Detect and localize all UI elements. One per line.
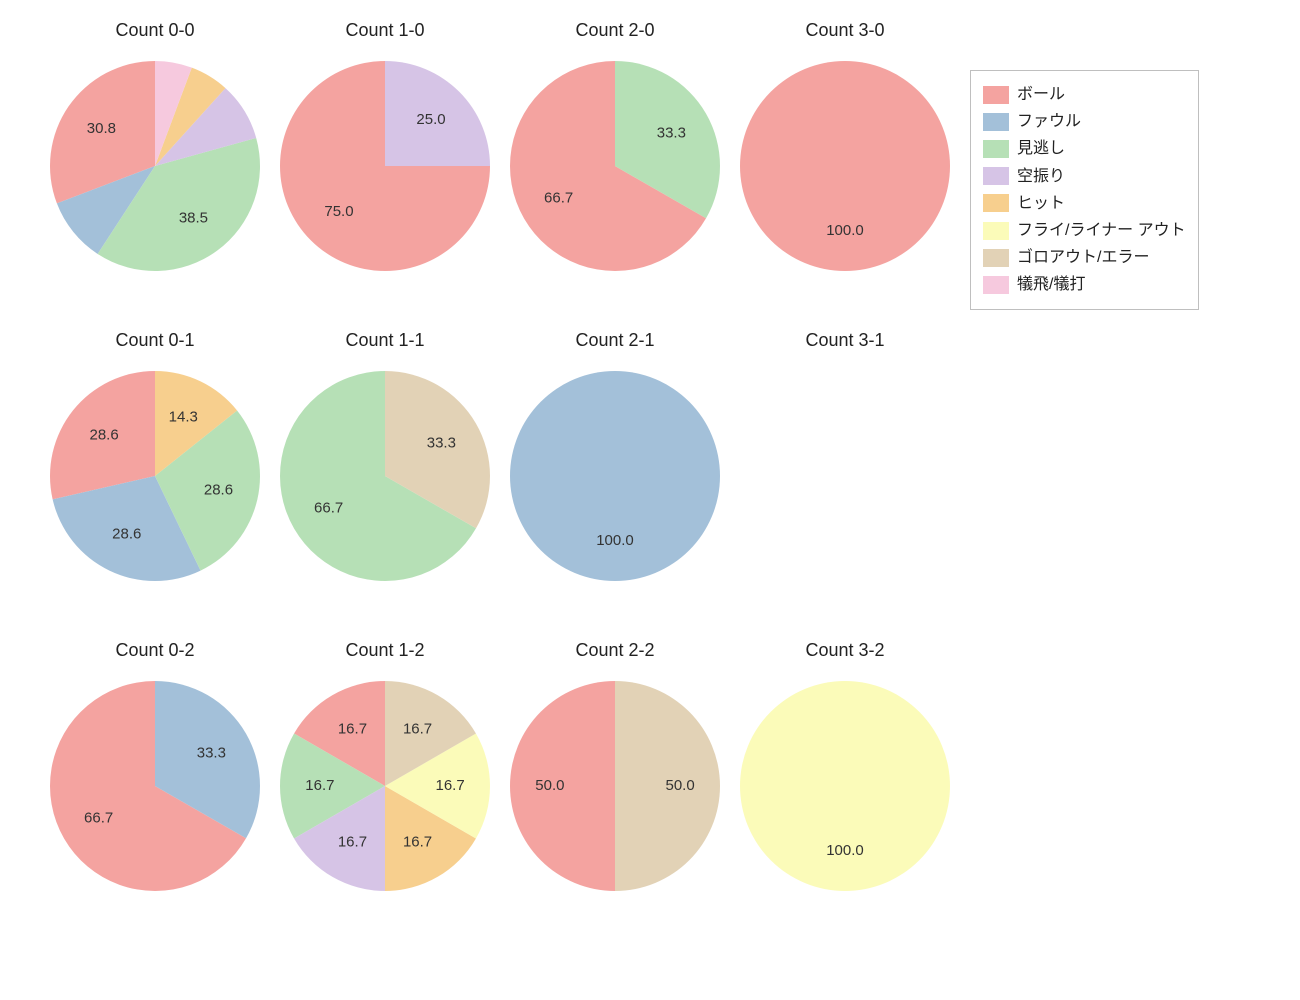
pie-slice-label: 66.7: [544, 190, 573, 207]
pie-svg: 100.0: [500, 357, 730, 595]
pie-c12: Count 1-2 16.7 16.7 16.7 16.7 16.7 16.7: [270, 640, 500, 905]
pie-slice-label: 50.0: [535, 777, 564, 794]
legend-row: フライ/ライナー アウト: [983, 217, 1186, 244]
pie-svg: 66.7 33.3: [270, 357, 500, 595]
pie-slice-label: 16.7: [403, 833, 432, 850]
pie-slice-label: 50.0: [665, 777, 694, 794]
legend-swatch: [983, 140, 1009, 158]
pie-svg: 66.7 33.3: [500, 47, 730, 285]
legend-label: 空振り: [1017, 163, 1065, 190]
pie-c32: Count 3-2 100.0: [730, 640, 960, 905]
chart-stage: Count 0-030.838.5Count 1-075.025.0Count …: [0, 0, 1300, 1000]
pie-c20: Count 2-0 66.7 33.3: [500, 20, 730, 285]
pie-slice-label: 16.7: [338, 721, 367, 738]
legend-label: ボール: [1017, 81, 1065, 108]
pie-slice-label: 66.7: [314, 500, 343, 517]
pie-slice: [740, 681, 950, 891]
legend: ボールファウル見逃し空振りヒットフライ/ライナー アウトゴロアウト/エラー犠飛/…: [970, 70, 1199, 310]
pie-title: Count 0-0: [40, 20, 270, 41]
pie-svg: 28.6 28.6 28.6 14.3: [40, 357, 270, 595]
legend-row: ヒット: [983, 190, 1186, 217]
pie-title: Count 0-1: [40, 330, 270, 351]
pie-title: Count 1-2: [270, 640, 500, 661]
pie-title: Count 3-0: [730, 20, 960, 41]
legend-row: 空振り: [983, 163, 1186, 190]
pie-c10: Count 1-0 75.0 25.0: [270, 20, 500, 285]
pie-c22: Count 2-2 50.0 50.0: [500, 640, 730, 905]
pie-slice-label: 66.7: [84, 810, 113, 827]
pie-c31: Count 3-1: [730, 330, 960, 595]
pie-title: Count 1-1: [270, 330, 500, 351]
pie-svg: 16.7 16.7 16.7 16.7 16.7 16.7: [270, 667, 500, 905]
pie-slice-label: 16.7: [305, 777, 334, 794]
legend-row: ゴロアウト/エラー: [983, 244, 1186, 271]
pie-slice-label: 30.8: [87, 120, 116, 137]
pie-c00: Count 0-0 30.8 38.5: [40, 20, 270, 285]
legend-label: ヒット: [1017, 190, 1065, 217]
pie-svg: 75.0 25.0: [270, 47, 500, 285]
pie-slice-label: 16.7: [338, 833, 367, 850]
legend-label: ファウル: [1017, 108, 1081, 135]
legend-swatch: [983, 194, 1009, 212]
pie-c30: Count 3-0 100.0: [730, 20, 960, 285]
legend-swatch: [983, 249, 1009, 267]
pie-slice: [740, 61, 950, 271]
pie-slice-label: 28.6: [90, 426, 119, 443]
pie-svg: 66.7 33.3: [40, 667, 270, 905]
pie-title: Count 3-1: [730, 330, 960, 351]
pie-slice-label: 100.0: [596, 532, 634, 549]
pie-slice-label: 28.6: [204, 481, 233, 498]
legend-swatch: [983, 222, 1009, 240]
pie-slice-label: 100.0: [826, 222, 864, 239]
pie-slice-label: 33.3: [197, 744, 226, 761]
pie-svg: 100.0: [730, 47, 960, 285]
pie-slice-label: 75.0: [324, 203, 353, 220]
pie-slice-label: 38.5: [179, 210, 208, 227]
legend-row: 見逃し: [983, 135, 1186, 162]
legend-row: 犠飛/犠打: [983, 271, 1186, 298]
pie-title: Count 2-0: [500, 20, 730, 41]
pie-slice-label: 16.7: [403, 721, 432, 738]
legend-label: 犠飛/犠打: [1017, 271, 1085, 298]
legend-swatch: [983, 167, 1009, 185]
legend-label: フライ/ライナー アウト: [1017, 217, 1186, 244]
pie-slice-label: 16.7: [435, 777, 464, 794]
pie-c21: Count 2-1 100.0: [500, 330, 730, 595]
pie-title: Count 3-2: [730, 640, 960, 661]
pie-c01: Count 0-1 28.6 28.6 28.6 14.3: [40, 330, 270, 595]
pie-svg: 100.0: [730, 667, 960, 905]
pie-slice-label: 14.3: [169, 408, 198, 425]
pie-title: Count 0-2: [40, 640, 270, 661]
pie-svg: [730, 357, 960, 595]
legend-label: 見逃し: [1017, 135, 1065, 162]
pie-slice-label: 25.0: [416, 111, 445, 128]
pie-title: Count 1-0: [270, 20, 500, 41]
pie-title: Count 2-2: [500, 640, 730, 661]
legend-swatch: [983, 86, 1009, 104]
pie-svg: 30.8 38.5: [40, 47, 270, 285]
legend-row: ボール: [983, 81, 1186, 108]
legend-swatch: [983, 113, 1009, 131]
legend-swatch: [983, 276, 1009, 294]
pie-c11: Count 1-1 66.7 33.3: [270, 330, 500, 595]
legend-label: ゴロアウト/エラー: [1017, 244, 1149, 271]
pie-slice-label: 33.3: [427, 434, 456, 451]
pie-slice: [510, 371, 720, 581]
legend-row: ファウル: [983, 108, 1186, 135]
pie-slice-label: 28.6: [112, 526, 141, 543]
pie-slice-label: 33.3: [657, 124, 686, 141]
pie-slice-label: 100.0: [826, 842, 864, 859]
pie-c02: Count 0-2 66.7 33.3: [40, 640, 270, 905]
pie-title: Count 2-1: [500, 330, 730, 351]
pie-svg: 50.0 50.0: [500, 667, 730, 905]
